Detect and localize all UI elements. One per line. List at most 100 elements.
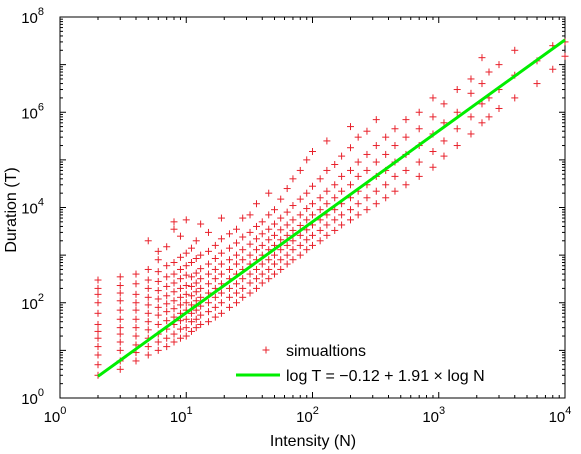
scatter-point	[94, 351, 102, 359]
scatter-point	[382, 133, 390, 141]
scatter-point	[478, 80, 486, 88]
scatter-point	[217, 249, 225, 257]
legend-plus-marker	[262, 346, 270, 354]
scatter-point	[144, 276, 152, 284]
scatter-point	[277, 265, 285, 273]
scatter-point	[204, 247, 212, 255]
scatter-point	[246, 270, 254, 278]
scatter-point	[415, 172, 423, 180]
scatter-point	[176, 325, 184, 333]
scatter-point	[154, 295, 162, 303]
scatter-point	[176, 293, 184, 301]
scatter-point	[163, 343, 171, 351]
scatter-point	[296, 231, 304, 239]
scatter-point	[485, 68, 493, 76]
scatter-point	[382, 150, 390, 158]
scatter-point	[246, 240, 254, 248]
scatter-point	[303, 236, 311, 244]
scatter-point	[144, 326, 152, 334]
scatter-point	[316, 175, 324, 183]
scatter-point	[154, 247, 162, 255]
scatter-point	[258, 241, 266, 249]
scatter-point	[217, 214, 225, 222]
scatter-point	[176, 334, 184, 342]
scatter-point	[495, 61, 503, 69]
scatter-point	[144, 284, 152, 292]
scatter-point	[225, 293, 233, 301]
scatter-point	[132, 306, 140, 314]
scatter-point	[316, 206, 324, 214]
scatter-point	[144, 265, 152, 273]
scatter-point	[154, 346, 162, 354]
scatter-point	[211, 293, 219, 301]
scatter-point	[197, 220, 205, 228]
scatter-point	[402, 166, 410, 174]
scatter-point	[132, 315, 140, 323]
scatter-point	[116, 273, 124, 281]
scatter-point	[116, 330, 124, 338]
scatter-point	[391, 125, 399, 133]
scatter-point	[270, 270, 278, 278]
scatter-point	[402, 181, 410, 189]
scatter-point	[192, 306, 200, 314]
scatter-point	[363, 194, 371, 202]
scatter-point	[132, 324, 140, 332]
scatter-point	[144, 293, 152, 301]
scatter-point	[331, 216, 339, 224]
scatter-point	[116, 282, 124, 290]
scatter-point	[296, 241, 304, 249]
scatter-point	[277, 256, 285, 264]
scatter-point	[170, 313, 178, 321]
scatter-point	[429, 113, 437, 121]
scatter-point	[323, 231, 331, 239]
scatter-point	[211, 275, 219, 283]
scatter-point	[467, 75, 475, 83]
scatter-point	[440, 137, 448, 145]
scatter-point	[204, 318, 212, 326]
scatter-point	[225, 303, 233, 311]
scatter-point	[363, 127, 371, 135]
scatter-point	[182, 271, 190, 279]
scatter-point	[192, 288, 200, 296]
scatter-point	[347, 181, 355, 189]
scatter-point	[132, 290, 140, 298]
scatter-point	[163, 334, 171, 342]
scatter-point	[204, 308, 212, 316]
scatter-point	[258, 218, 266, 226]
scatter-point	[182, 249, 190, 257]
legend-label-scatter: simualtions	[286, 343, 366, 360]
scatter-point	[144, 343, 152, 351]
scatter-point	[309, 147, 316, 155]
scatter-point	[391, 187, 399, 195]
scatter-point	[204, 299, 212, 307]
scatter-point	[225, 284, 233, 292]
scatter-point	[94, 327, 102, 335]
scatter-point	[440, 119, 448, 127]
scatter-point	[467, 89, 475, 97]
scatter-point	[211, 265, 219, 273]
scatter-point	[182, 262, 190, 270]
scatter-point	[154, 256, 162, 264]
scatter-point	[163, 300, 171, 308]
scatter-point	[265, 275, 273, 283]
scatter-point	[154, 311, 162, 319]
scatter-point	[372, 187, 380, 195]
scatter-point	[217, 309, 225, 317]
scatter-point	[239, 284, 247, 292]
scatter-point	[391, 142, 399, 150]
scatter-point	[217, 270, 225, 278]
scatter-point	[163, 317, 171, 325]
scatter-point	[265, 211, 273, 219]
scatter-point	[176, 253, 184, 261]
scatter-point	[94, 284, 102, 292]
scatter-point	[154, 320, 162, 328]
scatter-point	[429, 147, 437, 155]
scatter-point	[187, 318, 195, 326]
scatter-point	[170, 288, 178, 296]
scatter-point	[239, 275, 247, 283]
scatter-point	[116, 338, 124, 346]
scatter-point	[197, 284, 205, 292]
fit-line	[97, 38, 566, 378]
scatter-point	[132, 280, 140, 288]
scatter-point	[354, 200, 362, 208]
